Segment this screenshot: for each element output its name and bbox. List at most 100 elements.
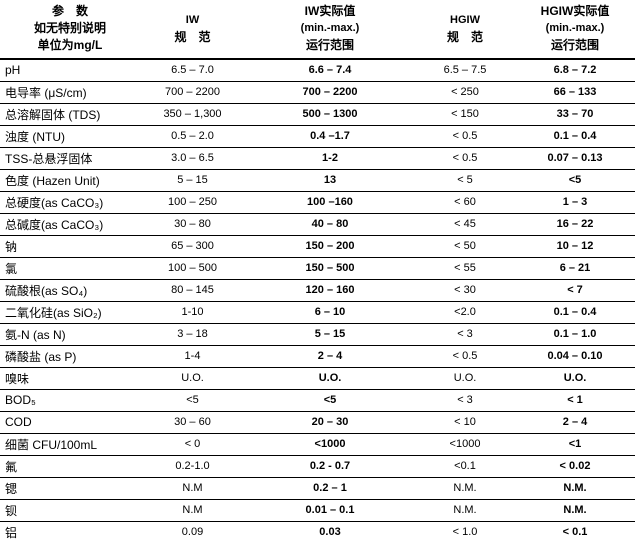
param-cell: 浊度 (NTU) [0,124,140,147]
header-row: 参 数如无特别说明 单位为mg/L IW 规 范 IW实际值 (min.-max.) 运行范… [0,0,635,60]
column-header-hgiw-actual: HGIW实际值 (min.-max.) 运行范围 [515,0,635,60]
iw-spec-cell: U.O. [140,366,245,389]
header-line: 规 范 [446,29,483,44]
table-row: 硫酸根(as SO₄) 80 – 145 120 – 160 < 30 < 7 [0,278,635,301]
table-row: pH 6.5 – 7.0 6.6 – 7.4 6.5 – 7.5 6.8 – 7.2 [0,59,635,81]
hgiw-actual-cell: 0.07 – 0.13 [515,146,635,169]
hgiw-spec-cell: N.M. [415,498,515,521]
iw-spec-cell: 30 – 80 [140,212,245,235]
iw-spec-cell: 3 – 18 [140,322,245,345]
table-row: 磷酸盐 (as P) 1-4 2 – 4 < 0.5 0.04 – 0.10 [0,344,635,367]
param-cell: BOD₅ [0,388,140,411]
header-line: 运行范围 [550,38,599,52]
param-cell: 钠 [0,234,140,257]
header-line: 运行范围 [305,38,354,52]
param-cell: 氟 [0,454,140,477]
iw-actual-cell: 5 – 15 [245,322,415,345]
param-cell: 色度 (Hazen Unit) [0,168,140,191]
iw-spec-cell: 80 – 145 [140,278,245,301]
hgiw-spec-cell: < 5 [415,168,515,191]
table-row: 氟 0.2-1.0 0.2 - 0.7 <0.1 < 0.02 [0,454,635,477]
header-line: IW实际值 [304,4,356,18]
table-row: TSS-总悬浮固体 3.0 – 6.5 1-2 < 0.5 0.07 – 0.13 [0,146,635,169]
iw-spec-cell: <5 [140,388,245,411]
hgiw-spec-cell: < 50 [415,234,515,257]
table-row: 总溶解固体 (TDS) 350 – 1,300 500 – 1300 < 150 33 … [0,102,635,125]
iw-spec-cell: 100 – 250 [140,190,245,213]
param-cell: 总碱度(as CaCO₃) [0,212,140,235]
column-header-iw-actual: IW实际值 (min.-max.) 运行范围 [245,0,415,60]
iw-actual-cell: <5 [245,388,415,411]
table-row: 色度 (Hazen Unit) 5 – 15 13 < 5 <5 [0,168,635,191]
hgiw-spec-cell: N.M. [415,476,515,499]
table-row: 二氧化硅(as SiO₂) 1-10 6 – 10 <2.0 0.1 – 0.4 [0,300,635,323]
header-line: (min.-max.) [300,22,360,34]
hgiw-actual-cell: < 0.1 [515,520,635,542]
iw-spec-cell: 0.5 – 2.0 [140,124,245,147]
hgiw-actual-cell: <5 [515,168,635,191]
iw-actual-cell: 6 – 10 [245,300,415,323]
param-cell: 二氧化硅(as SiO₂) [0,300,140,323]
iw-spec-cell: < 0 [140,432,245,455]
param-cell: 硫酸根(as SO₄) [0,278,140,301]
param-cell: 铝 [0,520,140,542]
iw-actual-cell: 0.4 –1.7 [245,124,415,147]
hgiw-spec-cell: < 10 [415,410,515,433]
param-cell: 总溶解固体 (TDS) [0,102,140,125]
hgiw-actual-cell: < 7 [515,278,635,301]
table-row: 氨-N (as N) 3 – 18 5 – 15 < 3 0.1 – 1.0 [0,322,635,345]
iw-actual-cell: 120 – 160 [245,278,415,301]
iw-spec-cell: 1-10 [140,300,245,323]
column-header-param: 参 数如无特别说明 单位为mg/L [0,0,140,60]
table-row: 总硬度(as CaCO₃) 100 – 250 100 –160 < 60 1 – 3 [0,190,635,213]
param-cell: 磷酸盐 (as P) [0,344,140,367]
hgiw-actual-cell: 10 – 12 [515,234,635,257]
hgiw-spec-cell: < 60 [415,190,515,213]
table-row: 氯 100 – 500 150 – 500 < 55 6 – 21 [0,256,635,279]
hgiw-actual-cell: 0.1 – 0.4 [515,300,635,323]
hgiw-spec-cell: < 150 [415,102,515,125]
hgiw-actual-cell: 6 – 21 [515,256,635,279]
hgiw-actual-cell: N.M. [515,498,635,521]
hgiw-spec-cell: U.O. [415,366,515,389]
iw-actual-cell: 6.6 – 7.4 [308,64,352,77]
iw-actual-cell: 0.2 - 0.7 [245,454,415,477]
table-row: 浊度 (NTU) 0.5 – 2.0 0.4 –1.7 < 0.5 0.1 – 0.4 [0,124,635,147]
param-cell: 细菌 CFU/100mL [0,432,140,455]
header-line: IW [185,13,200,26]
hgiw-actual-cell: N.M. [515,476,635,499]
hgiw-spec-cell: < 0.5 [415,146,515,169]
hgiw-actual-cell: 1 – 3 [515,190,635,213]
table-row: 总碱度(as CaCO₃) 30 – 80 40 – 80 < 45 16 – 22 [0,212,635,235]
hgiw-actual-cell: U.O. [515,366,635,389]
table-row: 钡 N.M 0.01 – 0.1 N.M. N.M. [0,498,635,521]
param-cell: 锶 [0,476,140,499]
iw-spec-cell: 5 – 15 [140,168,245,191]
iw-actual-cell: 500 – 1300 [245,102,415,125]
iw-actual-cell: <1000 [245,432,415,455]
hgiw-actual-cell: < 0.02 [515,454,635,477]
hgiw-actual-cell: 33 – 70 [515,102,635,125]
hgiw-actual-cell: 66 – 133 [515,80,635,103]
iw-spec-cell: 0.2-1.0 [140,454,245,477]
hgiw-spec-cell: < 0.5 [415,124,515,147]
iw-spec-cell: 1-4 [140,344,245,367]
header-line: HGIW [450,13,480,26]
iw-actual-cell: 150 – 500 [245,256,415,279]
column-header-iw-spec: IW 规 范 [140,0,245,60]
hgiw-actual-cell: 0.1 – 0.4 [515,124,635,147]
hgiw-actual-cell: 0.1 – 1.0 [515,322,635,345]
hgiw-actual-cell: <1 [515,432,635,455]
param-cell: TSS-总悬浮固体 [0,146,140,169]
iw-spec-cell: 65 – 300 [140,234,245,257]
iw-spec-cell: N.M [140,476,245,499]
iw-actual-cell: 1-2 [245,146,415,169]
table-header: 参 数如无特别说明 单位为mg/L IW 规 范 IW实际值 (min.-max.) 运行范… [0,0,635,60]
param-cell: 嗅味 [0,366,140,389]
iw-actual-cell: 13 [245,168,415,191]
iw-actual-cell: 0.2 – 1 [245,476,415,499]
hgiw-spec-cell: 6.5 – 7.5 [443,64,487,77]
hgiw-spec-cell: <2.0 [415,300,515,323]
